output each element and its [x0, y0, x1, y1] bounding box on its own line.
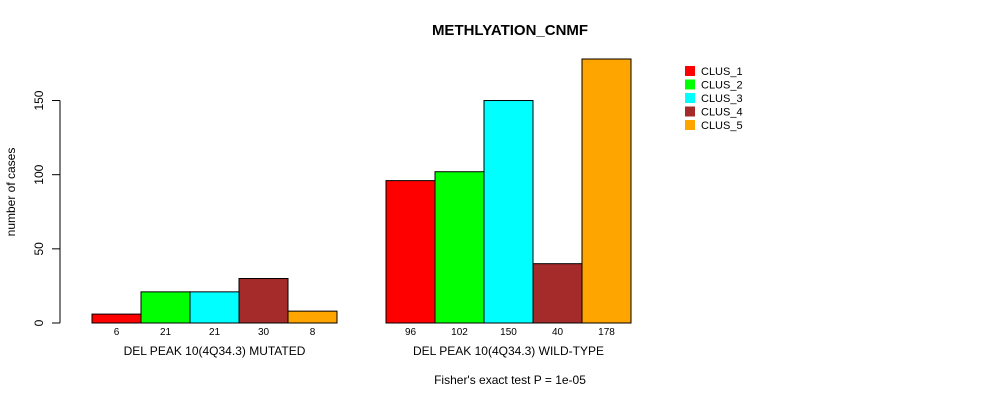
bar-value-label: 6	[114, 327, 120, 338]
bar-clus-2-group-1	[140, 291, 191, 324]
bar-value-label: 21	[160, 327, 172, 338]
bar-clus-5-group-2	[581, 58, 632, 324]
bar-value-label: 30	[258, 327, 270, 338]
group-label-1: DEL PEAK 10(4Q34.3) MUTATED	[124, 344, 306, 358]
bar-clus-4-group-1	[238, 278, 289, 324]
group-labels: DEL PEAK 10(4Q34.3) MUTATED DEL PEAK 10(4…	[124, 344, 604, 358]
legend-swatch-clus-4	[685, 106, 695, 117]
bar-clus-3-group-2	[483, 100, 534, 324]
chart-title: METHLYATION_CNMF	[432, 22, 588, 39]
bar-clus-1-group-2	[385, 180, 436, 324]
y-tick-label: 100	[32, 164, 46, 184]
bar-value-labels: 6 21 21 30 8 96 102 150 40 178	[114, 327, 616, 338]
bar-value-label: 21	[209, 327, 221, 338]
legend-swatch-clus-2	[685, 79, 695, 90]
y-axis: 0 50 100 150	[32, 90, 61, 326]
bar-clus-2-group-2	[434, 171, 485, 324]
bar-value-label: 40	[552, 327, 564, 338]
legend-label-clus-4: CLUS_4	[701, 107, 743, 119]
footnote: Fisher's exact test P = 1e-05	[434, 373, 586, 387]
bar-value-label: 102	[451, 327, 468, 338]
y-tick-label: 0	[32, 319, 46, 326]
bar-value-label: 178	[598, 327, 615, 338]
legend-label-clus-1: CLUS_1	[701, 66, 743, 78]
legend-label-clus-5: CLUS_5	[701, 120, 743, 132]
legend-swatch-clus-5	[685, 120, 695, 130]
y-tick-label: 150	[32, 90, 46, 110]
bar-value-label: 8	[310, 327, 316, 338]
bar-clus-3-group-1	[189, 291, 240, 324]
group-label-2: DEL PEAK 10(4Q34.3) WILD-TYPE	[413, 344, 604, 358]
bar-clus-4-group-2	[532, 263, 583, 324]
y-axis-label: number of cases	[4, 148, 18, 237]
bar-value-label: 96	[405, 327, 417, 338]
bar-clus-5-group-1	[287, 310, 338, 324]
legend-swatch-clus-1	[685, 66, 695, 76]
bars	[91, 58, 632, 324]
legend-label-clus-3: CLUS_3	[701, 93, 743, 105]
bar-clus-1-group-1	[91, 313, 142, 324]
legend-label-clus-2: CLUS_2	[701, 80, 743, 92]
legend-swatch-clus-3	[685, 93, 695, 103]
y-tick-label: 50	[32, 242, 46, 256]
bar-value-label: 150	[500, 327, 517, 338]
